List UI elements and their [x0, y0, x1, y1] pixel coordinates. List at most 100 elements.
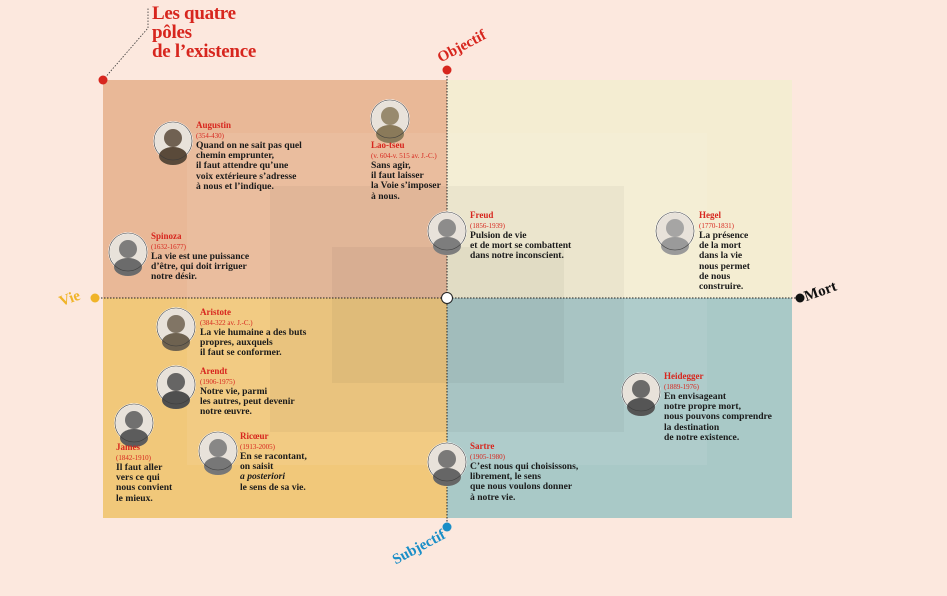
- portrait: [198, 431, 238, 475]
- quote-line: voix extérieure s’adresse: [196, 170, 297, 182]
- portrait-head: [381, 107, 399, 125]
- center-point: [441, 292, 453, 304]
- philosopher-dates: (1842-1910): [116, 454, 151, 462]
- nested-square: [332, 247, 564, 383]
- quote-line: nous pouvons comprendre: [664, 411, 772, 423]
- portrait-head: [167, 373, 185, 391]
- philosopher-name: Arendt: [200, 366, 228, 376]
- portrait-head: [666, 219, 684, 237]
- philosopher-name: Augustin: [196, 120, 232, 130]
- portrait: [655, 211, 695, 255]
- quote-line: et de mort se combattent: [470, 240, 572, 252]
- quote-line: librement, le sens: [470, 471, 541, 483]
- quote-line: de la mort: [699, 240, 742, 252]
- portrait-body: [376, 125, 404, 143]
- philosopher-dates: (384-322 av. J.-C.): [200, 319, 253, 327]
- portrait-ring: [370, 99, 410, 139]
- philosopher-text: Freud (1856-1939) Pulsion de vie et de mort…: [470, 210, 571, 262]
- philosopher-dates: (1856-1939): [470, 222, 505, 230]
- philosopher-dates: (1889-1976): [664, 383, 699, 391]
- quote-line: de notre existence.: [664, 431, 740, 443]
- philosopher-text: Spinoza (1632-1677) La vie est une puissan…: [151, 231, 249, 283]
- quote-line: nous convient: [116, 482, 173, 494]
- philosopher-text: Hegel (1770-1831) La présence de la mort dan…: [699, 210, 750, 292]
- philosopher-name: Sartre: [470, 441, 495, 451]
- portrait-head: [167, 315, 185, 333]
- portrait-body: [120, 429, 148, 447]
- philosopher-dates: (1632-1677): [151, 243, 186, 251]
- quote-line: construire.: [699, 281, 744, 293]
- title-leader: [102, 27, 149, 81]
- portrait-body: [159, 147, 187, 165]
- portrait-ring: [153, 121, 193, 161]
- portrait-head: [125, 411, 143, 429]
- quote-line: Quand on ne sait pas quel: [196, 140, 302, 151]
- axis-dot: [442, 65, 452, 75]
- quote-line: Pulsion de vie: [470, 230, 527, 241]
- portrait-ring: [108, 232, 148, 272]
- philosopher-text: James (1842-1910) Il faut aller vers ce qui…: [116, 442, 172, 504]
- portrait: [621, 372, 661, 416]
- quote-line: La présence: [699, 230, 749, 241]
- axis-dot: [795, 293, 805, 303]
- quote-line: à notre vie.: [470, 491, 516, 503]
- portrait-head: [209, 439, 227, 457]
- quote-line: Il faut aller: [116, 462, 163, 473]
- quote-line: il faut laisser: [371, 170, 424, 182]
- portrait: [156, 365, 196, 409]
- portrait: [108, 232, 148, 276]
- title-line: Les quatre: [152, 3, 236, 24]
- title-dot: [98, 75, 108, 85]
- quote-line: d’être, qui doit irriguer: [151, 261, 247, 273]
- portrait-head: [119, 240, 137, 258]
- portrait-head: [438, 450, 456, 468]
- title-line: de l’existence: [152, 41, 256, 62]
- portrait-body: [114, 258, 142, 276]
- portrait-ring: [198, 431, 238, 471]
- quote-line: En se racontant,: [240, 451, 307, 462]
- quote-line: dans la vie: [699, 250, 743, 262]
- portrait-ring: [621, 372, 661, 412]
- philosopher-dates: (1913-2005): [240, 443, 275, 451]
- philosopher-name: Freud: [470, 210, 494, 220]
- philosopher-dates: (1905-1980): [470, 453, 505, 461]
- quote-line: que nous voulons donner: [470, 481, 573, 493]
- quadrant-subjective-death: [447, 298, 792, 518]
- philosopher-dates: (1770-1831): [699, 222, 734, 230]
- title: Les quatre pôles de l’existence: [152, 4, 256, 61]
- portrait-body: [627, 398, 655, 416]
- philosopher-name: Aristote: [200, 307, 231, 317]
- philosopher-name: Ricœur: [240, 431, 269, 441]
- portrait-body: [162, 391, 190, 409]
- portrait-body: [433, 237, 461, 255]
- title-line: pôles: [152, 22, 192, 43]
- quote-line: chemin emprunter,: [196, 150, 274, 162]
- philosopher-name: Spinoza: [151, 231, 182, 241]
- philosopher-text: Lao-tseu (v. 604-v. 515 av. J.-C.) Sans ag…: [371, 140, 441, 202]
- philosopher-name: Lao-tseu: [371, 140, 405, 150]
- philosopher-text: Heidegger (1889-1976) En envisageant notre …: [664, 371, 772, 443]
- quote-line: la Voie s’imposer: [371, 180, 441, 192]
- axis-dot: [90, 293, 100, 303]
- quote-line: Notre vie, parmi: [200, 386, 268, 397]
- portrait: [153, 121, 193, 165]
- portrait-head: [632, 380, 650, 398]
- quote-line: La vie humaine a des buts: [200, 327, 307, 338]
- portrait-body: [162, 333, 190, 351]
- portrait-body: [661, 237, 689, 255]
- philosopher-text: Augustin (354-430) Quand on ne sait pas qu…: [196, 120, 302, 192]
- portrait-ring: [655, 211, 695, 251]
- portrait-ring: [114, 403, 154, 443]
- quote-line: C’est nous qui choisissons,: [470, 461, 579, 472]
- quote-line: notre œuvre.: [200, 406, 252, 418]
- quote-line: dans notre inconscient.: [470, 250, 564, 262]
- quote-line: vers ce qui: [116, 472, 160, 484]
- portrait: [427, 211, 467, 255]
- philosopher-text: Ricœur (1913-2005) En se racontant, on sais…: [240, 431, 307, 493]
- quote-line: le mieux.: [116, 492, 153, 504]
- quote-line: notre propre mort,: [664, 401, 742, 413]
- portrait-body: [433, 468, 461, 486]
- quote-line: il faut attendre qu’une: [196, 160, 289, 172]
- philosopher-text: Aristote (384-322 av. J.-C.) La vie humain…: [200, 307, 306, 359]
